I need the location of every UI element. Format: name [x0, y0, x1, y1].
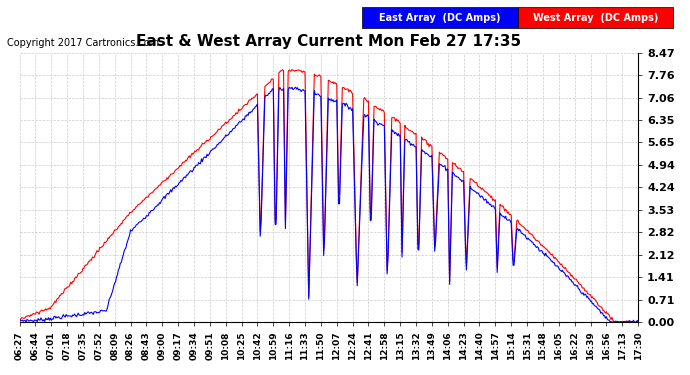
Text: East Array  (DC Amps): East Array (DC Amps) — [380, 13, 501, 22]
Text: West Array  (DC Amps): West Array (DC Amps) — [533, 13, 658, 22]
Title: East & West Array Current Mon Feb 27 17:35: East & West Array Current Mon Feb 27 17:… — [136, 34, 522, 49]
Text: Copyright 2017 Cartronics.com: Copyright 2017 Cartronics.com — [7, 38, 159, 48]
